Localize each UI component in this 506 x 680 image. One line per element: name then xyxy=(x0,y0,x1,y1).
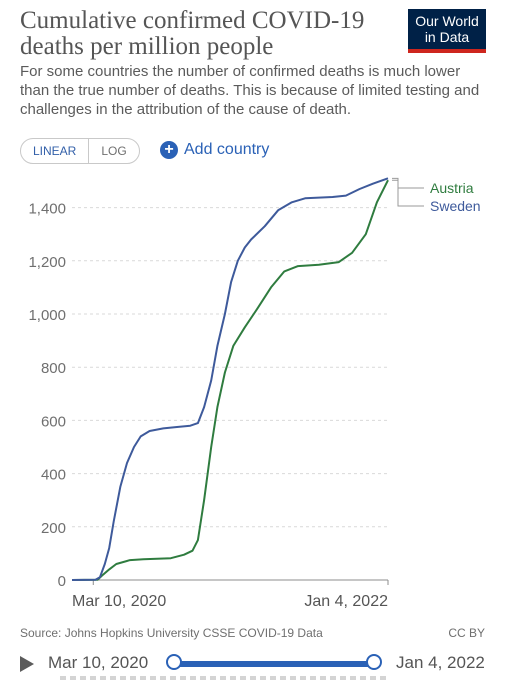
y-tick-label: 400 xyxy=(41,467,66,484)
y-tick-label: 1,200 xyxy=(28,254,66,271)
series-label-austria: Austria xyxy=(430,180,474,196)
plus-icon: + xyxy=(160,141,178,159)
log-scale-button[interactable]: LOG xyxy=(101,144,127,158)
license-link[interactable]: CC BY xyxy=(448,626,485,640)
series-labels: Austria Sweden xyxy=(392,177,481,214)
y-tick-label: 1,400 xyxy=(28,201,66,218)
add-country-button[interactable]: + Add country xyxy=(160,138,269,162)
linear-scale-button[interactable]: LINEAR xyxy=(21,139,90,163)
chart-area: 0 200 400 600 800 1,000 1,200 1,400 Mar 10, 202… xyxy=(28,177,481,610)
series-line-austria xyxy=(71,179,389,581)
series-label-sweden: Sweden xyxy=(430,198,481,214)
play-icon[interactable] xyxy=(20,656,34,672)
cut-off-row xyxy=(60,676,390,680)
add-country-label: Add country xyxy=(184,141,270,158)
grid-lines xyxy=(72,207,388,581)
label-connector xyxy=(392,179,424,189)
y-tick-label: 800 xyxy=(41,360,66,377)
series-line-sweden xyxy=(71,177,389,581)
timeline: Mar 10, 2020 Jan 4, 2022 xyxy=(20,652,490,676)
x-axis: Mar 10, 2020 Jan 4, 2022 xyxy=(72,580,389,610)
logo-line-1: Our World xyxy=(415,13,479,29)
series-lines xyxy=(71,177,389,581)
timeline-start-handle[interactable] xyxy=(166,654,182,670)
chart-subtitle: For some countries the number of confirm… xyxy=(20,63,480,118)
y-tick-label: 1,000 xyxy=(28,307,66,324)
source-note[interactable]: Source: Johns Hopkins University CSSE CO… xyxy=(20,626,323,640)
timeline-track[interactable] xyxy=(175,661,375,667)
y-tick-label: 200 xyxy=(41,520,66,537)
timeline-end-label: Jan 4, 2022 xyxy=(396,653,485,672)
scale-toggle: LINEAR LOG xyxy=(20,138,140,164)
x-tick-label: Jan 4, 2022 xyxy=(304,593,388,610)
timeline-end-handle[interactable] xyxy=(366,654,382,670)
y-tick-label: 0 xyxy=(58,573,66,590)
label-connector xyxy=(392,177,424,207)
timeline-start-label: Mar 10, 2020 xyxy=(48,653,149,672)
y-tick-label: 600 xyxy=(41,413,66,430)
y-axis: 0 200 400 600 800 1,000 1,200 1,400 xyxy=(28,201,66,590)
logo-line-2: in Data xyxy=(424,29,470,45)
owid-logo[interactable]: Our World in Data xyxy=(408,9,486,53)
chart-title: Cumulative confirmed COVID-19 deaths per… xyxy=(20,7,365,60)
x-tick-label: Mar 10, 2020 xyxy=(72,593,166,610)
